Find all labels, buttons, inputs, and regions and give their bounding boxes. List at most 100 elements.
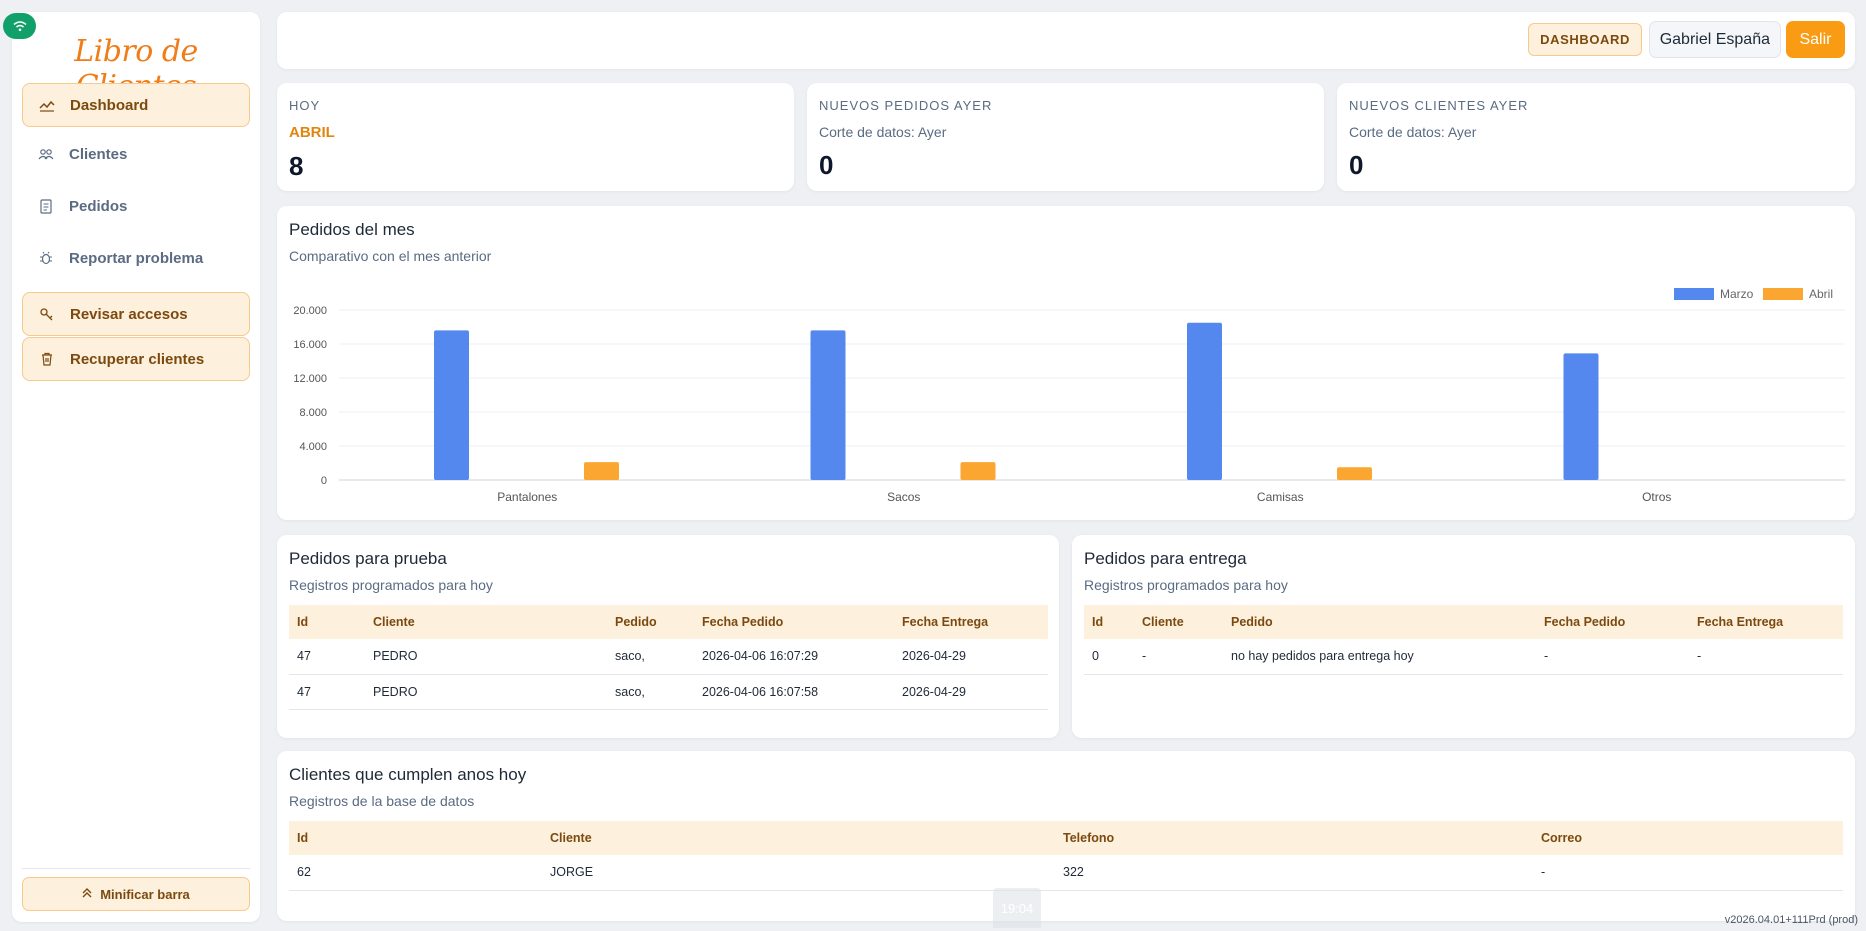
column-header: Id — [1084, 605, 1134, 639]
users-icon — [37, 145, 55, 163]
table-header-row: Id Cliente Pedido Fecha Pedido Fecha Ent… — [289, 605, 1048, 639]
sidebar-item-label: Reportar problema — [69, 249, 204, 267]
y-tick-label: 4.000 — [299, 441, 327, 453]
table-header-row: Id Cliente Pedido Fecha Pedido Fecha Ent… — [1084, 605, 1843, 639]
cell: 0 — [1084, 639, 1134, 675]
birthdays-card: Clientes que cumplen anos hoy Registros … — [277, 751, 1855, 921]
cell: - — [1689, 639, 1843, 675]
cell: 2026-04-06 16:07:29 — [694, 639, 894, 675]
y-tick-label: 8.000 — [299, 407, 327, 419]
bar-abril — [1337, 467, 1372, 480]
cell: 2026-04-29 — [894, 674, 1048, 710]
column-header: Telefono — [1055, 821, 1533, 855]
sidebar-item-label: Clientes — [69, 145, 128, 163]
top-bar: DASHBOARD Gabriel España Salir — [277, 12, 1855, 69]
logout-button[interactable]: Salir — [1786, 21, 1845, 58]
cell: 47 — [289, 674, 365, 710]
table-row: 62 JORGE 322 - — [289, 855, 1843, 891]
delivery-orders-card: Pedidos para entrega Registros programad… — [1072, 535, 1855, 738]
table-row: 47 PEDRO saco, 2026-04-06 16:07:58 2026-… — [289, 674, 1048, 710]
cell: 2026-04-29 — [894, 639, 1048, 675]
bug-icon — [37, 249, 55, 267]
cell: 322 — [1055, 855, 1533, 891]
y-tick-label: 20.000 — [293, 305, 327, 317]
y-tick-label: 12.000 — [293, 373, 327, 385]
column-header: Pedido — [607, 605, 694, 639]
stat-card-nuevos-clientes: NUEVOS CLIENTES AYER Corte de datos: Aye… — [1337, 83, 1855, 191]
column-header: Fecha Entrega — [1689, 605, 1843, 639]
x-tick-label: Pantalones — [497, 490, 557, 504]
cell: no hay pedidos para entrega hoy — [1223, 639, 1536, 675]
cell: - — [1134, 639, 1223, 675]
stat-title: HOY — [289, 98, 321, 113]
orders-chart-card: Pedidos del mes Comparativo con el mes a… — [277, 206, 1855, 520]
cell: saco, — [607, 674, 694, 710]
column-header: Cliente — [1134, 605, 1223, 639]
column-header: Id — [289, 605, 365, 639]
key-icon — [38, 305, 56, 323]
sidebar-item-pedidos[interactable]: Pedidos — [22, 184, 250, 228]
chart-subtitle: Comparativo con el mes anterior — [289, 248, 492, 264]
cell: 62 — [289, 855, 542, 891]
y-tick-label: 0 — [321, 475, 327, 487]
minify-sidebar-button[interactable]: Minificar barra — [22, 877, 250, 911]
stat-card-hoy: HOY ABRIL 8 — [277, 83, 794, 191]
chart-line-icon — [38, 96, 56, 114]
stat-sub: Corte de datos: Ayer — [819, 124, 947, 140]
cell: - — [1536, 639, 1689, 675]
wifi-icon[interactable] — [3, 13, 36, 39]
stat-title: NUEVOS PEDIDOS AYER — [819, 98, 993, 113]
cell: JORGE — [542, 855, 1055, 891]
sidebar-item-revisar-accesos[interactable]: Revisar accesos — [22, 292, 250, 336]
sidebar-item-clientes[interactable]: Clientes — [22, 132, 250, 176]
sidebar-divider — [22, 868, 250, 869]
stat-sub: Corte de datos: Ayer — [1349, 124, 1477, 140]
stat-value: 8 — [289, 151, 304, 181]
bar-marzo — [434, 330, 469, 480]
y-tick-label: 16.000 — [293, 339, 327, 351]
trash-icon — [38, 350, 56, 368]
clock-overlay: 19:04 — [993, 888, 1041, 928]
sidebar-item-label: Dashboard — [70, 96, 149, 114]
test-orders-table: Id Cliente Pedido Fecha Pedido Fecha Ent… — [289, 605, 1048, 710]
x-tick-label: Sacos — [887, 490, 920, 504]
chevron-up-icon — [82, 887, 92, 901]
bar-abril — [960, 462, 996, 480]
legend-swatch — [1674, 288, 1714, 300]
column-header: Fecha Pedido — [694, 605, 894, 639]
card-title: Clientes que cumplen anos hoy — [289, 765, 527, 784]
sidebar-item-label: Pedidos — [69, 197, 128, 215]
sidebar-item-recuperar-clientes[interactable]: Recuperar clientes — [22, 337, 250, 381]
sidebar: Libro de Clientes Dashboard Clientes Ped… — [12, 12, 260, 922]
card-subtitle: Registros programados para hoy — [289, 577, 493, 593]
delivery-orders-table: Id Cliente Pedido Fecha Pedido Fecha Ent… — [1084, 605, 1843, 675]
page-badge: DASHBOARD — [1528, 23, 1642, 56]
table-row: 0 - no hay pedidos para entrega hoy - - — [1084, 639, 1843, 675]
table-row: 47 PEDRO saco, 2026-04-06 16:07:29 2026-… — [289, 639, 1048, 675]
sidebar-item-dashboard[interactable]: Dashboard — [22, 83, 250, 127]
table-header-row: Id Cliente Telefono Correo — [289, 821, 1843, 855]
card-subtitle: Registros programados para hoy — [1084, 577, 1288, 593]
user-button[interactable]: Gabriel España — [1648, 21, 1781, 58]
sidebar-item-label: Revisar accesos — [70, 305, 188, 323]
sidebar-item-label: Recuperar clientes — [70, 350, 205, 368]
orders-bar-chart: 0 4.000 8.000 12.000 16.000 20.000 Pantalones S… — [293, 287, 1845, 504]
bar-marzo — [810, 330, 846, 480]
cell: 47 — [289, 639, 365, 675]
bar-marzo — [1187, 322, 1222, 480]
legend-label: Abril — [1809, 287, 1833, 301]
cell: - — [1533, 855, 1843, 891]
birthdays-table: Id Cliente Telefono Correo 62 JORGE 322 … — [289, 821, 1843, 891]
column-header: Correo — [1533, 821, 1843, 855]
stat-value: 0 — [819, 150, 834, 180]
card-title: Pedidos para entrega — [1084, 549, 1247, 568]
cell: PEDRO — [365, 674, 607, 710]
column-header: Pedido — [1223, 605, 1536, 639]
legend-swatch — [1763, 288, 1803, 300]
column-header: Fecha Pedido — [1536, 605, 1689, 639]
card-subtitle: Registros de la base de datos — [289, 793, 475, 809]
sidebar-item-reportar-problema[interactable]: Reportar problema — [22, 236, 250, 280]
test-orders-card: Pedidos para prueba Registros programado… — [277, 535, 1059, 738]
cell: saco, — [607, 639, 694, 675]
x-tick-label: Camisas — [1257, 490, 1304, 504]
